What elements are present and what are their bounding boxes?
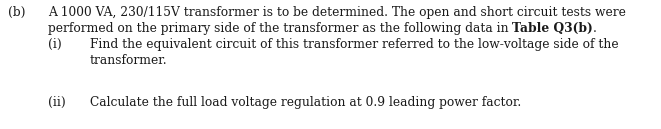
Text: Calculate the full load voltage regulation at 0.9 leading power factor.: Calculate the full load voltage regulati… [90, 96, 522, 109]
Text: Table Q3(b): Table Q3(b) [512, 22, 594, 35]
Text: transformer.: transformer. [90, 54, 168, 67]
Text: A 1000 VA, 230/115V transformer is to be determined. The open and short circuit : A 1000 VA, 230/115V transformer is to be… [48, 6, 626, 19]
Text: (b): (b) [8, 6, 26, 19]
Text: (i): (i) [48, 38, 61, 51]
Text: (ii): (ii) [48, 96, 65, 109]
Text: performed on the primary side of the transformer as the following data in: performed on the primary side of the tra… [48, 22, 512, 35]
Text: .: . [594, 22, 597, 35]
Text: Find the equivalent circuit of this transformer referred to the low-voltage side: Find the equivalent circuit of this tran… [90, 38, 619, 51]
